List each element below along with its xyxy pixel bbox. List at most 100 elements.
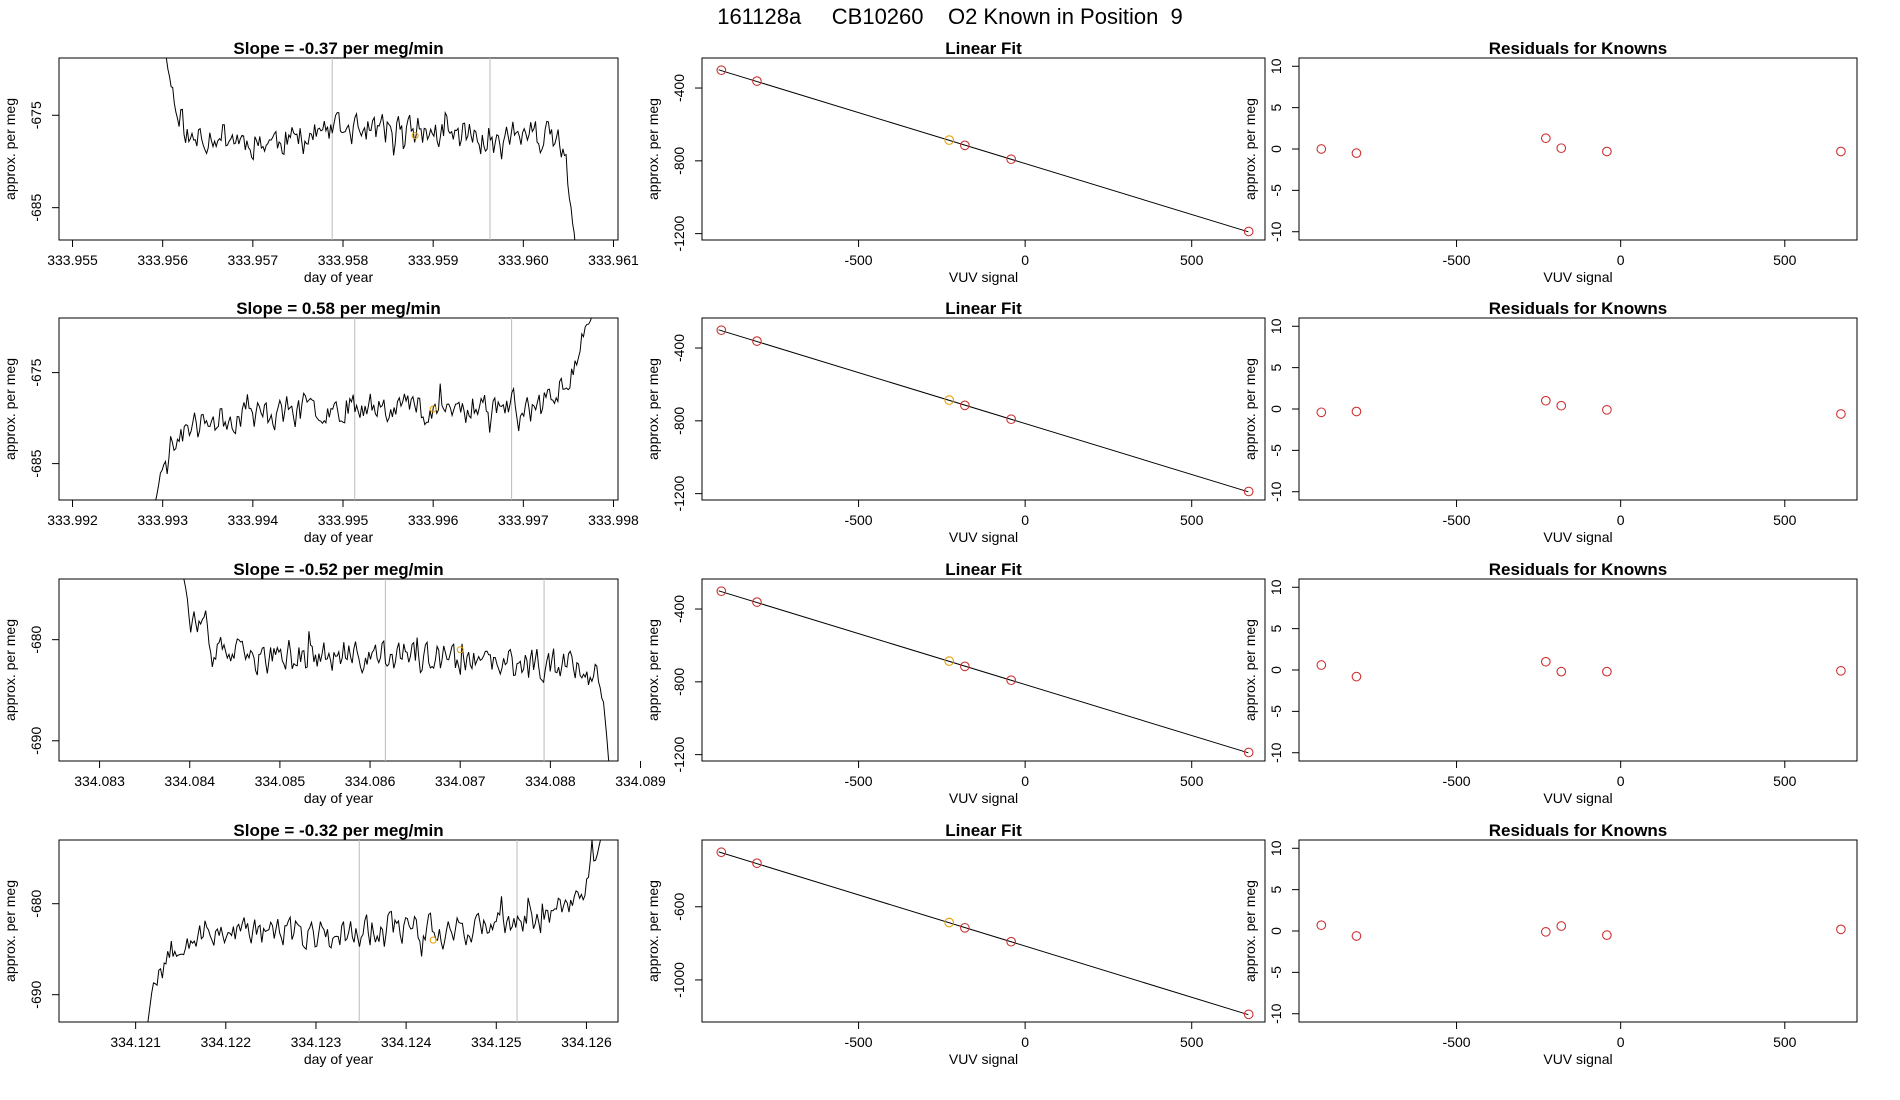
y-tick-label: -680	[28, 625, 44, 653]
plot-panel-1: Slope = -0.37 per meg/min 333.955 333.956 3…	[2, 39, 639, 285]
plot-frame	[1298, 57, 1858, 241]
plot-frame	[1298, 578, 1858, 762]
x-tick-label: 334.126	[561, 1034, 612, 1050]
data-point	[1243, 226, 1254, 237]
data-point	[1006, 154, 1017, 165]
data-point	[1602, 930, 1612, 940]
data-point	[1006, 936, 1017, 947]
data-point	[1836, 924, 1846, 935]
data-point	[716, 847, 727, 858]
x-tick-label: 333.957	[228, 252, 279, 268]
y-tick-label: -10	[1268, 481, 1284, 501]
data-point	[752, 336, 762, 346]
x-tick-label: 333.995	[318, 512, 369, 528]
y-axis-label: approx. per meg	[2, 358, 18, 460]
y-tick-label: 0	[1268, 405, 1284, 413]
x-tick-label: 0	[1021, 512, 1029, 528]
y-tick-label: -690	[28, 727, 44, 755]
x-tick-label: -500	[845, 512, 873, 528]
trace-line	[183, 579, 610, 761]
plot-title: Linear Fit	[945, 560, 1022, 579]
data-point	[1836, 665, 1846, 676]
data-point	[944, 656, 955, 666]
plot-title: Residuals for Knowns	[1489, 39, 1668, 58]
highlight-point	[429, 405, 437, 413]
x-axis-label: VUV signal	[949, 790, 1018, 806]
x-tick-label: 333.956	[137, 252, 188, 268]
x-tick-label: -500	[1443, 252, 1471, 268]
data-point	[944, 395, 955, 405]
x-tick-label: 334.122	[200, 1034, 251, 1050]
x-tick-label: 334.084	[164, 773, 215, 789]
y-tick-label: 0	[1268, 927, 1284, 935]
page-title: 161128a CB10260 O2 Known in Position 9	[717, 4, 1183, 29]
plot-panel-6: Residuals for Knowns -500 0 500 VUV signal 10…	[1242, 299, 1858, 545]
data-point	[1602, 146, 1612, 157]
data-point	[1556, 143, 1567, 154]
x-tick-label: -500	[845, 1034, 873, 1050]
plot-frame	[701, 57, 1266, 241]
plot-panel-3: Residuals for Knowns -500 0 500 VUV signal 10…	[1242, 39, 1858, 285]
data-point	[1602, 404, 1612, 415]
plot-panel-2: Linear Fit -500 0 500 VUV signal -400 -800 -120…	[645, 39, 1266, 285]
highlight-point	[456, 646, 464, 654]
data-point	[716, 586, 727, 597]
plot-panel-12: Residuals for Knowns -500 0 500 VUV signal 10…	[1242, 821, 1858, 1067]
plot-panel-8: Linear Fit -500 0 500 VUV signal -400 -800 -120…	[645, 560, 1266, 806]
y-tick-label: 0	[1268, 145, 1284, 153]
x-tick-label: 0	[1617, 252, 1625, 268]
plot-title: Slope = -0.37 per meg/min	[233, 39, 443, 58]
x-tick-label: 333.960	[498, 252, 549, 268]
x-tick-label: 0	[1021, 1034, 1029, 1050]
plot-frame	[701, 317, 1266, 501]
x-tick-label: 333.997	[498, 512, 549, 528]
data-point	[1836, 409, 1846, 419]
data-point	[1556, 921, 1567, 931]
trace-line	[155, 318, 592, 500]
data-point	[1351, 671, 1362, 682]
y-tick-label: -680	[28, 889, 44, 917]
plot-title: Slope = 0.58 per meg/min	[236, 299, 441, 318]
data-point	[716, 325, 727, 336]
y-axis-label: approx. per meg	[645, 358, 661, 460]
y-tick-label: -800	[671, 407, 687, 435]
x-tick-label: 334.083	[74, 773, 125, 789]
data-point	[1351, 406, 1362, 417]
data-point	[1540, 395, 1551, 406]
y-axis-label: approx. per meg	[645, 619, 661, 721]
plot-frame	[701, 839, 1266, 1023]
x-tick-label: 500	[1773, 1034, 1797, 1050]
plot-title: Linear Fit	[945, 39, 1022, 58]
data-point	[1316, 407, 1327, 418]
x-axis-label: VUV signal	[949, 529, 1018, 545]
y-tick-label: -675	[28, 358, 44, 386]
data-point	[959, 140, 970, 151]
plot-title: Residuals for Knowns	[1489, 821, 1668, 840]
x-axis-label: VUV signal	[1543, 790, 1612, 806]
x-tick-label: 334.089	[615, 773, 666, 789]
plot-panel-5: Linear Fit -500 0 500 VUV signal -400 -800 -120…	[645, 299, 1266, 545]
plot-title: Slope = -0.52 per meg/min	[233, 560, 443, 579]
data-point	[944, 917, 955, 928]
x-tick-label: 500	[1180, 252, 1204, 268]
data-point	[1316, 920, 1327, 931]
x-tick-label: 333.992	[47, 512, 98, 528]
fit-line	[718, 851, 1249, 1016]
x-tick-label: 333.961	[588, 252, 639, 268]
x-tick-label: -500	[845, 252, 873, 268]
x-tick-label: 333.993	[137, 512, 188, 528]
y-tick-label: 10	[1268, 579, 1284, 595]
highlight-point	[429, 936, 437, 944]
y-tick-label: -10	[1268, 742, 1284, 762]
plot-panel-11: Linear Fit -500 0 500 VUV signal -600 -1000 app…	[645, 821, 1266, 1067]
x-tick-label: 0	[1617, 1034, 1625, 1050]
y-tick-label: 5	[1268, 625, 1284, 633]
plot-frame	[58, 578, 619, 762]
x-tick-label: 334.086	[345, 773, 396, 789]
y-tick-label: -5	[1268, 444, 1284, 457]
data-point	[1351, 148, 1362, 158]
y-tick-label: -5	[1268, 184, 1284, 197]
y-tick-label: -675	[28, 101, 44, 129]
data-point	[752, 597, 762, 607]
